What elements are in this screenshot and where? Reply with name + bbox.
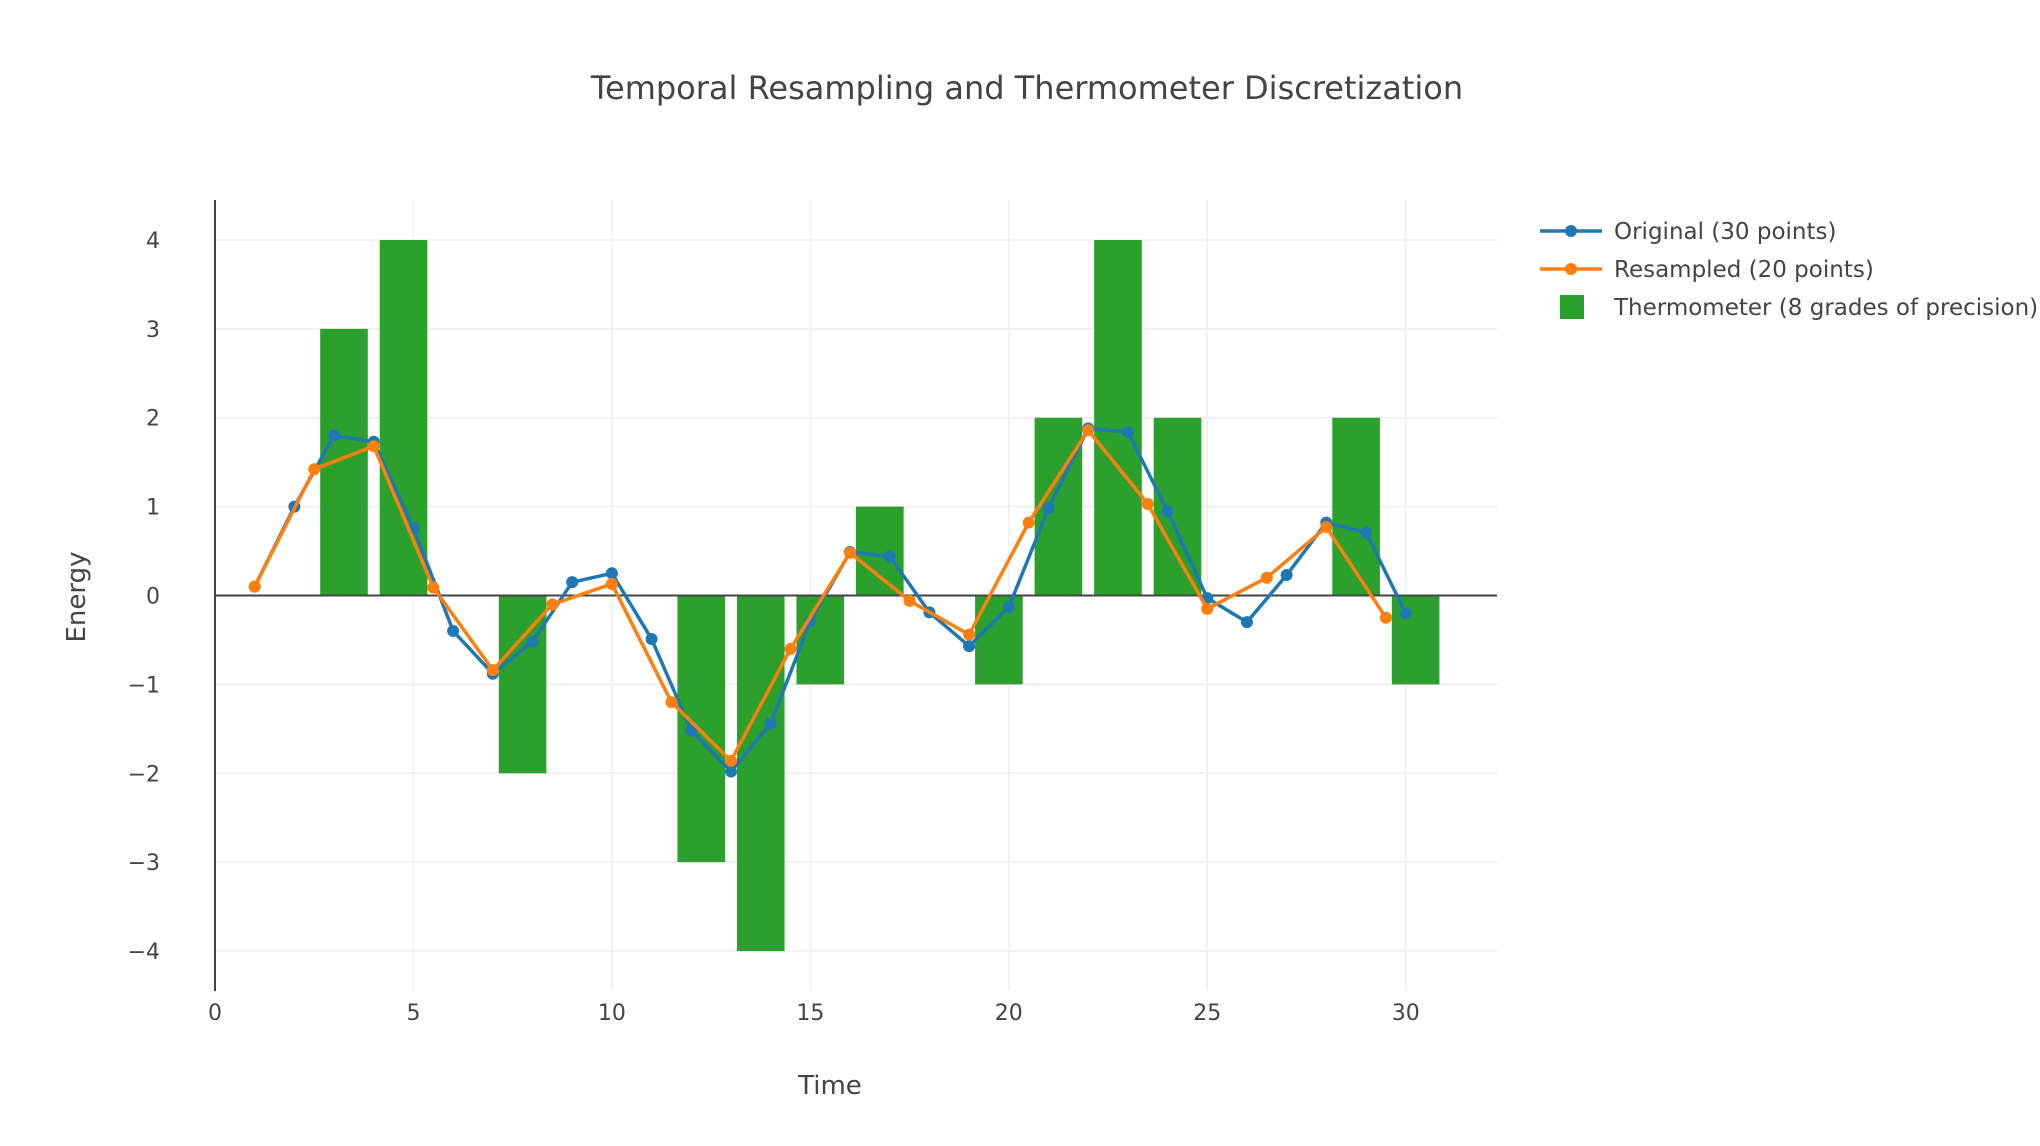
data-point <box>308 463 321 476</box>
x-tick-label: 25 <box>1193 1001 1221 1026</box>
x-tick-label: 30 <box>1392 1001 1420 1026</box>
legend-item: Resampled (20 points) <box>1540 257 1874 283</box>
data-point <box>963 628 976 641</box>
legend-label: Original (30 points) <box>1614 219 1836 245</box>
legend-swatch <box>1560 295 1584 319</box>
data-point <box>1240 616 1253 629</box>
x-tick-label: 15 <box>796 1001 824 1026</box>
data-point <box>447 625 460 638</box>
data-point <box>1082 424 1095 437</box>
data-point <box>724 765 737 778</box>
y-tick-label: 3 <box>146 318 160 343</box>
data-point <box>605 567 618 580</box>
legend-label: Thermometer (8 grades of precision) <box>1613 295 2038 321</box>
axes <box>214 200 1497 991</box>
data-point <box>546 598 559 611</box>
data-point <box>328 429 341 442</box>
data-point <box>883 550 896 563</box>
bar <box>1094 239 1142 596</box>
data-point <box>1022 516 1035 529</box>
legend-label: Resampled (20 points) <box>1614 257 1874 283</box>
bar <box>320 328 368 596</box>
data-point <box>1320 521 1333 534</box>
legend-marker <box>1565 225 1577 237</box>
bar <box>677 595 726 863</box>
data-point <box>367 440 380 453</box>
bar <box>379 239 428 596</box>
data-point <box>1002 601 1015 614</box>
data-point <box>844 546 857 559</box>
data-point <box>1042 502 1055 515</box>
y-tick-label: 1 <box>146 496 160 521</box>
bar <box>1332 417 1380 596</box>
y-tick-label: 4 <box>146 229 160 254</box>
bar <box>1391 595 1440 685</box>
data-point <box>1260 571 1273 584</box>
data-point <box>1161 505 1174 518</box>
legend: Original (30 points) Resampled (20 points… <box>1540 219 2038 321</box>
bar <box>736 595 785 952</box>
tick-labels: 0 5 10 15 20 25 30 −4 −3 −2 −1 0 1 2 3 4 <box>128 229 1420 1026</box>
bar <box>1034 417 1083 596</box>
bar <box>498 595 547 774</box>
legend-item: Original (30 points) <box>1540 219 1836 245</box>
series-line <box>253 428 1388 763</box>
chart-title: Temporal Resampling and Thermometer Disc… <box>590 69 1463 107</box>
x-axis-title: Time <box>797 1071 862 1101</box>
legend-marker <box>1565 263 1577 275</box>
x-tick-label: 5 <box>406 1001 420 1026</box>
data-point <box>1280 569 1293 582</box>
y-tick-label: −2 <box>128 762 160 787</box>
data-point <box>566 576 579 589</box>
y-tick-label: 2 <box>146 407 160 432</box>
y-tick-label: −3 <box>128 851 160 876</box>
bar <box>856 506 904 596</box>
data-point <box>1201 602 1214 615</box>
data-point <box>1141 497 1154 510</box>
y-axis-title: Energy <box>62 551 92 642</box>
x-tick-label: 20 <box>995 1001 1023 1026</box>
data-point <box>248 580 261 593</box>
y-tick-label: 0 <box>146 585 160 610</box>
data-point <box>1399 607 1412 620</box>
data-point <box>645 633 658 646</box>
y-tick-label: −4 <box>128 940 160 965</box>
data-point <box>1121 425 1134 438</box>
data-point <box>685 724 698 737</box>
data-point <box>784 642 797 655</box>
data-point <box>486 664 499 677</box>
data-point <box>724 754 737 767</box>
data-point <box>963 640 976 653</box>
x-tick-label: 0 <box>208 1001 222 1026</box>
x-tick-label: 10 <box>598 1001 626 1026</box>
line-series <box>248 422 1412 778</box>
y-tick-label: −1 <box>128 673 160 698</box>
data-point <box>764 717 777 730</box>
data-point <box>665 696 678 709</box>
data-point <box>526 635 539 648</box>
legend-item: Thermometer (8 grades of precision) <box>1560 295 2038 321</box>
data-point <box>605 577 618 590</box>
data-point <box>427 581 440 594</box>
data-point <box>1360 526 1373 539</box>
data-point <box>1379 611 1392 624</box>
data-point <box>903 594 916 607</box>
